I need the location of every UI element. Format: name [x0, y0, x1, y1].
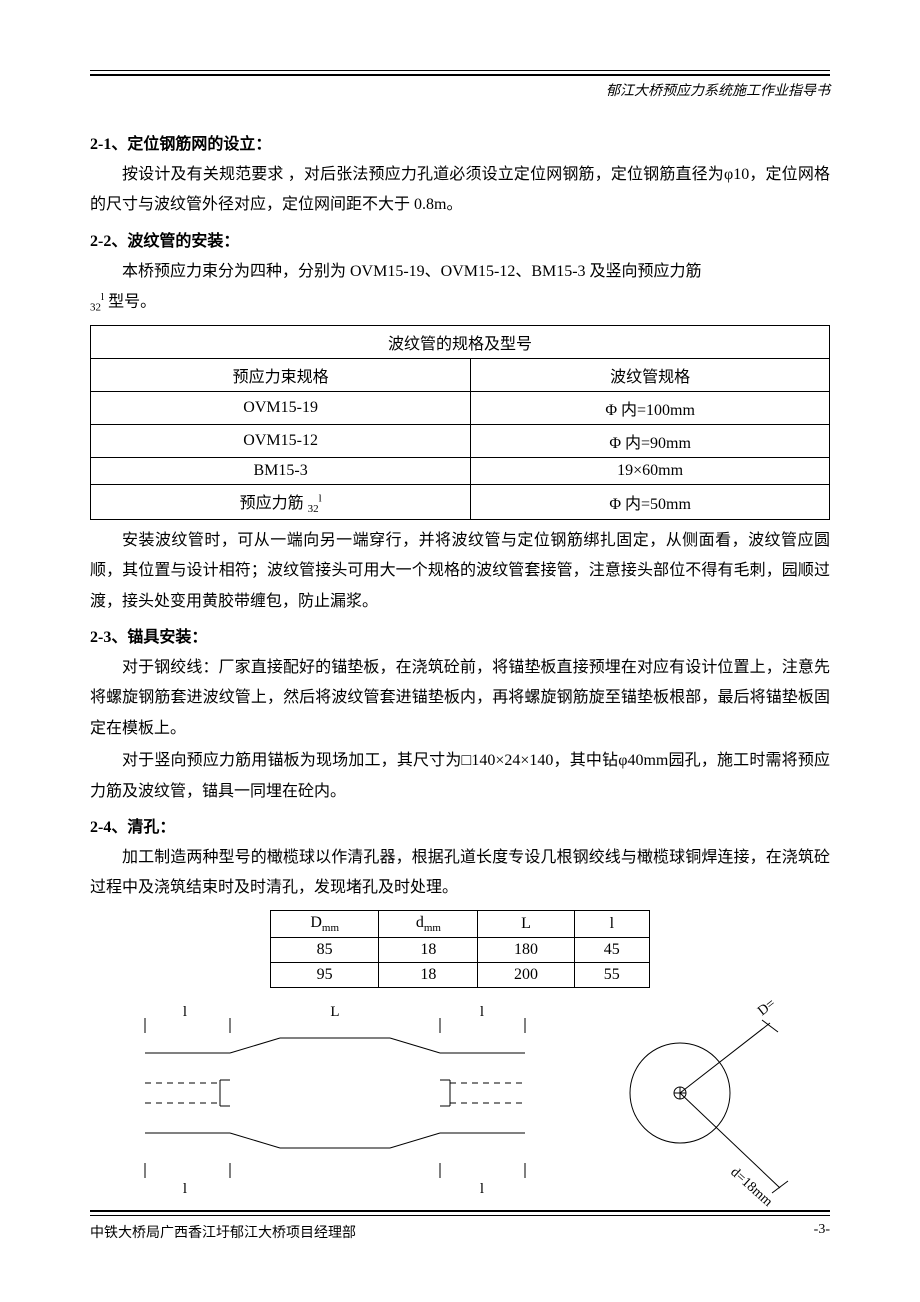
diagram-svg: l L l	[90, 998, 830, 1228]
label-D: D=	[755, 998, 779, 1019]
table-cell: 200	[478, 962, 574, 987]
footer: 中铁大桥局广西香江圩郁江大桥项目经理部 -3-	[90, 1210, 830, 1242]
table-cell: 45	[574, 937, 649, 962]
h: d	[416, 914, 424, 931]
section-2-1-title: 2-1、定位钢筋网的设立：	[90, 130, 830, 154]
table-cell: OVM15-19	[91, 391, 471, 424]
label-l: l	[183, 1004, 187, 1020]
table-cell: 95	[271, 962, 379, 987]
table-cell: 55	[574, 962, 649, 987]
p-text: 型号。	[108, 294, 156, 311]
section-2-3-title: 2-3、锚具安装：	[90, 623, 830, 647]
section-2-3-para1: 对于钢绞线：厂家直接配好的锚垫板，在浇筑砼前，将锚垫板直接预埋在对应有设计位置上…	[90, 653, 830, 744]
table-cell: Φ 内=90mm	[471, 424, 830, 457]
section-2-2-para1: 本桥预应力束分为四种，分别为 OVM15-19、OVM15-12、BM15-3 …	[90, 257, 830, 287]
footer-page-number: -3-	[814, 1222, 830, 1242]
label-l: l	[480, 1181, 484, 1197]
section-2-2-para1b: 32l 型号。	[90, 287, 830, 318]
table-cell: Φ 内=50mm	[471, 484, 830, 519]
table-head: 预应力束规格	[91, 358, 471, 391]
table-head: 波纹管规格	[471, 358, 830, 391]
footer-row: 中铁大桥局广西香江圩郁江大桥项目经理部 -3-	[90, 1222, 830, 1242]
section-2-1-para: 按设计及有关规范要求 ，对后张法预应力孔道必须设立定位网钢筋，定位钢筋直径为φ1…	[90, 160, 830, 221]
olive-ball-diagram: l L l	[90, 998, 830, 1228]
table-cell: 18	[379, 962, 478, 987]
section-2-4-para1: 加工制造两种型号的橄榄球以作清孔器，根据孔道长度专设几根钢绞线与橄榄球铜焊连接，…	[90, 843, 830, 904]
header-title: 郁江大桥预应力系统施工作业指导书	[90, 80, 830, 100]
hsub: mm	[424, 922, 441, 934]
table-cell: 19×60mm	[471, 457, 830, 484]
table-cell: 180	[478, 937, 574, 962]
sup-l: l	[101, 291, 104, 303]
section-2-4-title: 2-4、清孔：	[90, 813, 830, 837]
hsub: mm	[322, 922, 339, 934]
cell-text: 预应力筋	[240, 495, 308, 512]
footer-left: 中铁大桥局广西香江圩郁江大桥项目经理部	[90, 1222, 356, 1242]
sup-l: l	[319, 492, 322, 504]
table-cell: Φ 内=100mm	[471, 391, 830, 424]
header-rule	[90, 70, 830, 76]
table-head: l	[574, 910, 649, 937]
table-cell: 18	[379, 937, 478, 962]
label-l: l	[480, 1004, 484, 1020]
table-head: Dmm	[271, 910, 379, 937]
footer-rule	[90, 1210, 830, 1216]
h: D	[310, 914, 322, 931]
olive-ball-table: Dmm dmm L l 85 18 180 45 95 18 200 55	[270, 910, 650, 988]
table-caption: 波纹管的规格及型号	[91, 325, 830, 358]
sub-32: 32	[308, 503, 319, 515]
corrugated-pipe-table: 波纹管的规格及型号 预应力束规格 波纹管规格 OVM15-19 Φ 内=100m…	[90, 325, 830, 520]
section-2-2-title: 2-2、波纹管的安装：	[90, 227, 830, 251]
table-cell: BM15-3	[91, 457, 471, 484]
label-l: l	[183, 1181, 187, 1197]
sub-32: 32	[90, 302, 101, 314]
table-cell: 预应力筋 32l	[91, 484, 471, 519]
table-cell: 85	[271, 937, 379, 962]
label-L: L	[330, 1004, 339, 1020]
table-cell: OVM15-12	[91, 424, 471, 457]
table-head: dmm	[379, 910, 478, 937]
label-d18: d=18mm	[727, 1165, 775, 1210]
section-2-2-para2: 安装波纹管时，可从一端向另一端穿行，并将波纹管与定位钢筋绑扎固定，从侧面看，波纹…	[90, 526, 830, 617]
p-text: 本桥预应力束分为四种，分别为 OVM15-19、OVM15-12、BM15-3 …	[122, 263, 702, 280]
table-head: L	[478, 910, 574, 937]
section-2-3-para2: 对于竖向预应力筋用锚板为现场加工，其尺寸为□140×24×140，其中钻φ40m…	[90, 746, 830, 807]
page: 郁江大桥预应力系统施工作业指导书 2-1、定位钢筋网的设立： 按设计及有关规范要…	[0, 0, 920, 1302]
